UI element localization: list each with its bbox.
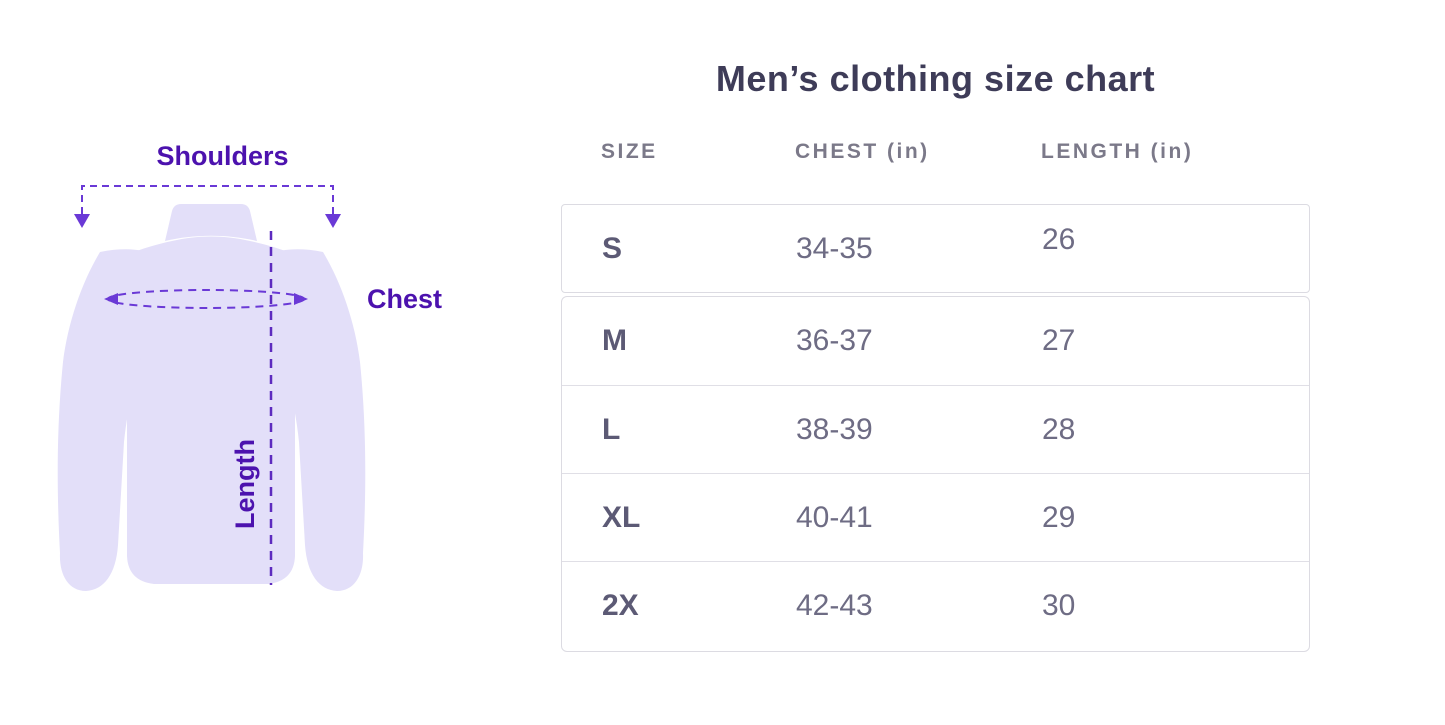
column-header-length: LENGTH (in) <box>1041 140 1194 163</box>
table-body: M 36-37 27 L 38-39 28 XL 40-41 29 2X 42-… <box>561 296 1310 652</box>
column-header-chest: CHEST (in) <box>795 140 930 163</box>
table-row: L 38-39 28 <box>562 385 1309 473</box>
length-cell: 30 <box>1042 588 1076 622</box>
chest-left-arrowhead-icon <box>104 293 118 305</box>
shirt-illustration <box>57 185 366 592</box>
chest-label: Chest <box>367 284 443 314</box>
shirt-collar <box>165 204 257 241</box>
chest-cell: 42-43 <box>796 588 873 622</box>
table-row: 2X 42-43 30 <box>562 561 1309 649</box>
shirt-left-sleeve <box>57 249 164 592</box>
size-cell: M <box>602 324 627 357</box>
size-cell: L <box>602 412 621 446</box>
chest-cell: 38-39 <box>796 412 873 446</box>
chest-cell: 36-37 <box>796 324 873 357</box>
chest-cell: 34-35 <box>796 232 873 265</box>
length-cell: 29 <box>1042 500 1076 534</box>
length-label: Length <box>230 439 260 529</box>
size-cell: 2X <box>602 588 639 622</box>
shoulders-right-arrowhead-icon <box>325 214 341 228</box>
column-header-size: SIZE <box>601 140 658 163</box>
shoulders-measure-line <box>81 185 334 214</box>
shirt-body <box>97 236 325 584</box>
table-header-row: SIZE CHEST (in) LENGTH (in) <box>561 140 1310 168</box>
table-row: M 36-37 27 <box>562 297 1309 385</box>
table-row: S 34-35 26 <box>562 205 1309 293</box>
page-title: Men’s clothing size chart <box>715 58 1156 99</box>
length-cell: 28 <box>1042 412 1076 446</box>
shoulders-label: Shoulders <box>156 141 289 171</box>
chest-cell: 40-41 <box>796 500 873 534</box>
chest-right-arrowhead-icon <box>294 293 308 305</box>
table-first-row-box: S 34-35 26 <box>561 204 1310 293</box>
shoulders-left-arrowhead-icon <box>74 214 90 228</box>
size-cell: S <box>602 232 623 265</box>
length-cell: 26 <box>1042 223 1076 256</box>
length-cell: 27 <box>1042 324 1076 357</box>
size-cell: XL <box>602 500 641 534</box>
table-row: XL 40-41 29 <box>562 473 1309 561</box>
